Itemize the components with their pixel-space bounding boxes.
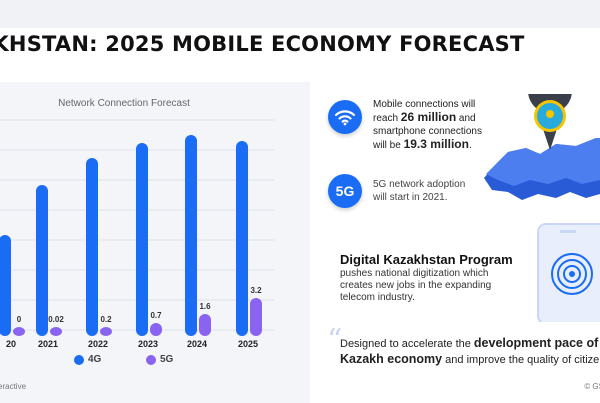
label-5g: 0.2 [100,315,112,324]
fiveg-line1: 5G network adoption [373,179,466,190]
label-5g: 0 [17,315,22,324]
chart-title: Network Connection Forecast [58,98,190,109]
category-label: 20 [6,339,16,349]
connections-line4-post: . [468,140,472,151]
page-title: AKHSTAN: 2025 MOBILE ECONOMY FORECAST [0,32,525,56]
smartphone-value: 19.3 million [403,137,469,151]
legend-5g-dot [146,354,156,365]
bar-4g [86,158,98,336]
legend-4g-label: 4G [88,354,102,365]
bar-5g [100,327,112,336]
legend-item-4g: 4G [74,354,101,365]
quote-mark-icon: “ [327,323,343,358]
quote-text: Designed to accelerate the development p… [340,336,600,368]
fiveg-line2: will start in 2021. [373,192,448,203]
quote-pre: Designed to accelerate the [340,338,474,350]
category-label: 2022 [88,339,108,349]
bar-4g [136,143,148,336]
footer-copyright: © GS [584,382,600,391]
chart-panel [0,82,310,403]
wifi-icon [328,100,362,134]
bar-4g [185,135,197,336]
bar-4g [236,141,248,336]
connections-line2-pre: reach [373,113,401,124]
connections-line2-post: and [456,113,476,124]
phone-fingerprint-illustration [537,223,600,322]
label-5g: 0.02 [48,315,64,324]
connections-line3: smartphone connections [373,126,482,137]
bar-5g [13,327,25,336]
connections-line4-pre: will be [373,140,404,151]
label-5g: 1.6 [199,302,211,311]
legend-5g-label: 5G [160,354,174,365]
connections-line2: reach 26 million and [373,111,482,125]
bar-5g [199,314,211,336]
quote-post: and improve the quality of citizen [442,354,600,366]
bar-4g [36,185,48,336]
label-5g: 0.7 [150,311,162,320]
footer-left-text: eractive [0,382,27,391]
category-label: 2025 [238,339,258,349]
connections-line1: Mobile connections will [373,99,476,110]
network-connection-chart: 0 20 0.02 2021 0.2 2022 0.7 2023 1.6 2024 3.2 2025 [0,119,275,349]
wifi-glyph [334,110,356,126]
kazakhstan-map-illustration [484,94,600,200]
category-label: 2023 [138,339,158,349]
category-label: 2021 [38,339,58,349]
bar-4g [0,235,11,336]
bar-5g [250,298,262,336]
connections-value: 26 million [400,110,457,124]
5g-icon: 5G [328,174,362,208]
fiveg-fact: 5G network adoption will start in 2021. [373,178,465,204]
connections-fact: Mobile connections will reach 26 million… [373,98,482,152]
category-label: 2024 [187,339,207,349]
legend-4g-dot [74,354,84,365]
quote-bold1: development pace of t [473,336,600,350]
label-5g: 3.2 [250,286,262,295]
top-bar [0,0,600,28]
connections-line4: will be 19.3 million. [373,138,482,152]
quote-bold2: Kazakh economy [340,352,443,366]
bar-5g [50,327,62,336]
legend-item-5g: 5G [146,354,173,365]
program-text: pushes national digitization which creat… [340,268,492,303]
bar-5g [150,323,162,336]
program-title: Digital Kazakhstan Program [340,252,513,267]
